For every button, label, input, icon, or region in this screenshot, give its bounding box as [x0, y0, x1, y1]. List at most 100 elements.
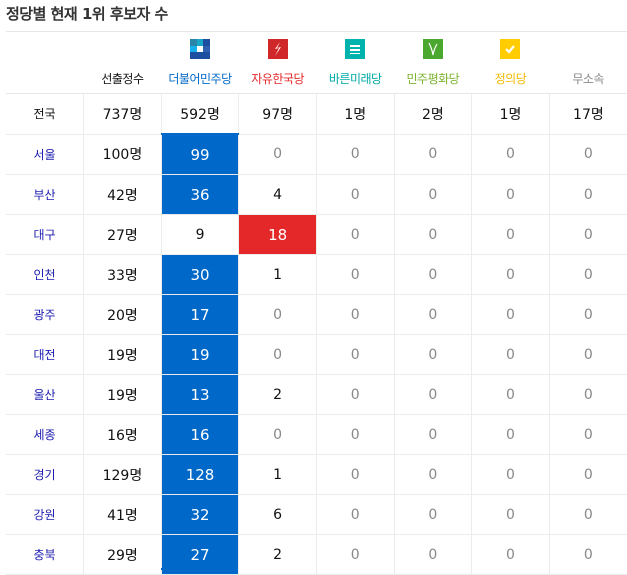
- seats-cell: 42명: [83, 174, 162, 215]
- justice-party-logo-icon: [500, 39, 521, 59]
- region-header: [6, 31, 84, 94]
- seats-cell: 129명: [83, 454, 162, 495]
- party-count-cell: 0: [393, 334, 472, 375]
- party-count-cell: 0: [471, 334, 550, 375]
- total-value: 2명: [393, 93, 472, 135]
- party-count-cell: 0: [315, 214, 395, 255]
- seats-cell: 27명: [83, 214, 162, 255]
- table-row: 인천 33명 30 1 0 0 0 0: [6, 254, 627, 295]
- party-count-cell: 2: [238, 534, 317, 575]
- party-count-cell: 9: [160, 214, 239, 255]
- seats-cell: 33명: [83, 254, 162, 295]
- region-link[interactable]: 부산: [6, 174, 84, 215]
- party-count-cell: 0: [393, 294, 472, 335]
- party-count-cell: 0: [393, 174, 472, 215]
- column-label: 선출정수: [101, 72, 144, 86]
- party-count-cell: 6: [238, 494, 317, 535]
- party-count-cell: 0: [471, 294, 550, 335]
- column-header: 선출정수: [83, 31, 162, 94]
- party-count-cell: 2: [238, 374, 317, 415]
- table-row: 대전 19명 19 0 0 0 0 0: [6, 334, 627, 375]
- page-title: 정당별 현재 1위 후보자 수: [6, 5, 168, 23]
- party-count-cell: 32: [160, 494, 239, 535]
- party-count-cell: 36: [160, 174, 239, 215]
- party-count-cell: 30: [160, 254, 239, 295]
- table-row: 울산 19명 13 2 0 0 0 0: [6, 374, 627, 415]
- party-count-cell: 128: [160, 454, 239, 495]
- party-count-cell: 0: [315, 414, 395, 455]
- party-count-cell: 0: [548, 174, 627, 215]
- party-count-cell: 1: [238, 454, 317, 495]
- party-count-cell: 0: [548, 454, 627, 495]
- column-header: 자유한국당: [238, 31, 317, 94]
- bareunmirae-party-logo-icon: [345, 39, 366, 59]
- party-count-cell: 0: [548, 414, 627, 455]
- party-count-cell: 0: [471, 414, 550, 455]
- region-link[interactable]: 대전: [6, 334, 84, 375]
- party-count-cell: 0: [393, 214, 472, 255]
- party-count-cell: 0: [548, 134, 627, 175]
- seats-cell: 19명: [83, 374, 162, 415]
- column-label: 더불어민주당: [168, 72, 232, 86]
- liberty-korea-party-logo-icon: [267, 39, 288, 59]
- region-link[interactable]: 서울: [6, 134, 84, 175]
- region-link[interactable]: 세종: [6, 414, 84, 455]
- party-count-cell: 1: [238, 254, 317, 295]
- region-link[interactable]: 대구: [6, 214, 84, 255]
- party-count-cell: 0: [315, 334, 395, 375]
- party-count-cell: 0: [315, 374, 395, 415]
- party-count-cell: 0: [238, 334, 317, 375]
- party-count-cell: 0: [548, 334, 627, 375]
- column-header: 정의당: [471, 31, 550, 94]
- party-count-cell: 17: [160, 294, 239, 335]
- seats-cell: 20명: [83, 294, 162, 335]
- region-link[interactable]: 충북: [6, 534, 84, 575]
- party-count-cell: 0: [315, 454, 395, 495]
- party-count-cell: 0: [393, 494, 472, 535]
- region-cell: 전국: [6, 93, 84, 135]
- column-header: 무소속: [549, 31, 627, 94]
- party-count-cell: 99: [160, 134, 239, 175]
- party-count-cell: 0: [393, 254, 472, 295]
- party-count-cell: 0: [315, 174, 395, 215]
- party-count-cell: 0: [548, 374, 627, 415]
- table-row: 충북 29명 27 2 0 0 0 0: [6, 534, 627, 575]
- party-count-cell: 0: [315, 494, 395, 535]
- region-link[interactable]: 경기: [6, 454, 84, 495]
- party-count-cell: 0: [471, 254, 550, 295]
- party-count-cell: 16: [160, 414, 239, 455]
- party-count-cell: 13: [160, 374, 239, 415]
- results-table: 선출정수 더불어민주당 자유한국당 바른미래당 민주평화당 정의당 무소속 전국 737명 5…: [6, 31, 627, 575]
- party-count-cell: 0: [393, 134, 472, 175]
- seats-cell: 16명: [83, 414, 162, 455]
- party-count-cell: 0: [238, 134, 317, 175]
- party-count-cell: 0: [548, 214, 627, 255]
- party-count-cell: 0: [315, 254, 395, 295]
- table-row: 강원 41명 32 6 0 0 0 0: [6, 494, 627, 535]
- party-count-cell: 19: [160, 334, 239, 375]
- region-link[interactable]: 강원: [6, 494, 84, 535]
- column-label: 민주평화당: [406, 72, 460, 86]
- total-value: 1명: [315, 93, 395, 135]
- table-row: 대구 27명 9 18 0 0 0 0: [6, 214, 627, 255]
- column-label: 자유한국당: [251, 72, 304, 86]
- region-link[interactable]: 울산: [6, 374, 84, 415]
- table-row: 부산 42명 36 4 0 0 0 0: [6, 174, 627, 215]
- party-count-cell: 0: [393, 374, 472, 415]
- democratic-party-logo-icon: [190, 39, 211, 59]
- party-count-cell: 4: [238, 174, 317, 215]
- party-count-cell: 0: [315, 134, 395, 175]
- party-count-cell: 0: [471, 494, 550, 535]
- party-count-cell: 0: [393, 414, 472, 455]
- party-count-cell: 0: [315, 294, 395, 335]
- total-row: 전국 737명 592명 97명 1명 2명 1명 17명: [6, 93, 627, 135]
- total-value: 97명: [238, 93, 317, 135]
- region-link[interactable]: 인천: [6, 254, 84, 295]
- party-count-cell: 0: [548, 494, 627, 535]
- seats-cell: 100명: [83, 134, 162, 175]
- column-header: 더불어민주당: [161, 31, 239, 94]
- party-count-cell: 0: [393, 454, 472, 495]
- seats-cell: 29명: [83, 534, 162, 575]
- region-link[interactable]: 광주: [6, 294, 84, 335]
- party-count-cell: 0: [548, 294, 627, 335]
